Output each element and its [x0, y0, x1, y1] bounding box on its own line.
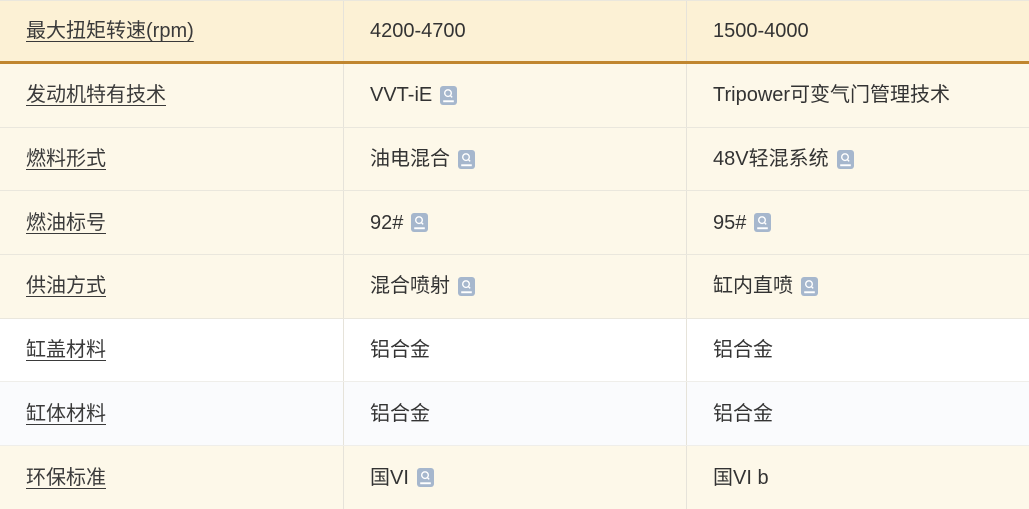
- spec-value-text-car1: 92#: [370, 211, 404, 234]
- spec-label-cell: 燃油标号: [0, 191, 343, 254]
- spec-value-cell-car2: Tripower可变气门管理技术: [686, 64, 1029, 127]
- spec-value-cell-car2: 95#: [686, 191, 1029, 255]
- spec-value-text-car2: 缸内直喷: [713, 275, 793, 298]
- spec-value-cell-car2: 国VI b: [686, 446, 1029, 509]
- search-icon[interactable]: [458, 149, 475, 169]
- spec-value-text-car1: 油电混合: [370, 148, 450, 171]
- spec-value-text-car1: 国VI: [370, 466, 409, 489]
- spec-value-cell-car1: 油电混合: [343, 127, 686, 191]
- spec-value-text-car2: Tripower可变气门管理技术: [713, 84, 951, 107]
- spec-value-cell-car2: 缸内直喷: [686, 255, 1029, 318]
- spec-value-cell-car1: 混合喷射: [343, 255, 686, 318]
- spec-value-text-car1: VVT-iE: [370, 84, 433, 107]
- spec-label-link[interactable]: 最大扭矩转速(rpm): [26, 20, 194, 42]
- spec-label-link[interactable]: 供油方式: [26, 275, 106, 298]
- spec-row: 最大扭矩转速(rpm) 4200-4700 1500-4000: [0, 1, 1029, 64]
- spec-label-link[interactable]: 燃料形式: [26, 148, 106, 171]
- spec-label-cell: 环保标准: [0, 446, 343, 509]
- search-icon[interactable]: [440, 85, 458, 105]
- spec-value-text-car1: 铝合金: [370, 402, 430, 425]
- spec-value-text-car1: 铝合金: [370, 339, 430, 362]
- spec-value-cell-car1: 铝合金: [343, 382, 686, 446]
- search-icon[interactable]: [416, 468, 434, 488]
- search-icon[interactable]: [458, 276, 475, 296]
- spec-row: 燃料形式 油电混合 48V轻混系统: [0, 127, 1029, 192]
- spec-value-text-car1: 混合喷射: [370, 275, 450, 298]
- spec-row: 缸盖材料 铝合金 铝合金: [0, 318, 1029, 383]
- spec-label-cell: 供油方式: [0, 255, 343, 318]
- spec-value-text-car2: 铝合金: [713, 402, 773, 425]
- spec-value-cell-car1: 4200-4700: [343, 1, 686, 61]
- spec-label-cell: 燃料形式: [0, 128, 343, 191]
- spec-row: 发动机特有技术 VVT-iE Tripower可变气门管理技术: [0, 64, 1029, 128]
- spec-label-cell: 发动机特有技术: [0, 64, 343, 127]
- spec-value-cell-car1: 92#: [343, 191, 686, 255]
- spec-value-text-car2: 95#: [713, 211, 747, 234]
- search-icon[interactable]: [836, 149, 854, 169]
- spec-value-cell-car1: 铝合金: [343, 318, 686, 382]
- spec-row: 缸体材料 铝合金 铝合金: [0, 382, 1029, 447]
- spec-row: 燃油标号 92# 95#: [0, 191, 1029, 256]
- search-icon[interactable]: [801, 276, 818, 296]
- spec-label-link[interactable]: 环保标准: [26, 466, 106, 489]
- spec-value-cell-car1: 国VI: [343, 446, 686, 509]
- spec-value-text-car2: 铝合金: [713, 339, 773, 362]
- spec-label-cell: 缸盖材料: [0, 319, 343, 382]
- search-icon[interactable]: [754, 213, 772, 233]
- spec-label-link[interactable]: 缸体材料: [26, 402, 106, 425]
- spec-value-text-car1: 4200-4700: [370, 20, 466, 42]
- spec-label-link[interactable]: 燃油标号: [26, 211, 106, 234]
- spec-value-text-car2: 48V轻混系统: [713, 148, 829, 171]
- spec-label-cell: 最大扭矩转速(rpm): [0, 1, 343, 61]
- spec-label-link[interactable]: 发动机特有技术: [26, 84, 166, 107]
- search-icon[interactable]: [411, 213, 429, 233]
- spec-value-text-car2: 1500-4000: [713, 20, 809, 42]
- spec-row: 供油方式 混合喷射 缸内直喷: [0, 255, 1029, 319]
- spec-label-link[interactable]: 缸盖材料: [26, 339, 106, 362]
- spec-row: 环保标准 国VI 国VI b: [0, 446, 1029, 509]
- spec-value-text-car2: 国VI b: [713, 466, 769, 489]
- spec-value-cell-car1: VVT-iE: [343, 64, 686, 127]
- spec-label-cell: 缸体材料: [0, 382, 343, 445]
- spec-value-cell-car2: 1500-4000: [686, 1, 1029, 61]
- spec-value-cell-car2: 铝合金: [686, 318, 1029, 382]
- spec-value-cell-car2: 48V轻混系统: [686, 127, 1029, 191]
- spec-value-cell-car2: 铝合金: [686, 382, 1029, 446]
